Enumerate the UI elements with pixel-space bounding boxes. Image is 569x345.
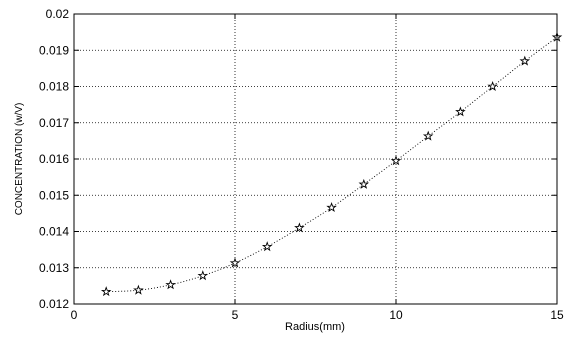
star-marker xyxy=(326,202,337,213)
star-marker xyxy=(390,155,402,166)
star-marker xyxy=(229,257,241,268)
x-tick-label: 10 xyxy=(389,308,403,322)
x-tick-label: 5 xyxy=(232,308,239,322)
y-tick-label: 0.018 xyxy=(39,80,69,94)
y-tick-label: 0.015 xyxy=(39,188,69,202)
y-tick-label: 0.013 xyxy=(39,261,69,275)
marker-group xyxy=(100,31,563,297)
y-tick-labels: 0.012 0.013 0.014 0.015 0.016 0.017 0.018 0.019… xyxy=(39,7,69,311)
y-tick-label: 0.014 xyxy=(39,225,69,239)
star-marker xyxy=(165,279,176,290)
star-marker xyxy=(261,241,273,252)
y-tick-label: 0.019 xyxy=(39,43,69,57)
y-tick-label: 0.016 xyxy=(39,152,69,166)
x-axis-label: Radius(mm) xyxy=(285,321,345,333)
y-tick-label: 0.012 xyxy=(39,297,69,311)
y-tick-label: 0.02 xyxy=(46,7,70,21)
x-tick-label: 0 xyxy=(71,308,78,322)
star-marker xyxy=(133,284,144,295)
star-marker xyxy=(487,80,498,91)
star-marker xyxy=(422,130,434,141)
x-tick-label: 15 xyxy=(550,308,564,322)
y-tick-label: 0.017 xyxy=(39,116,69,130)
star-marker xyxy=(197,270,209,281)
star-marker xyxy=(455,106,466,117)
star-marker xyxy=(358,178,370,189)
star-marker xyxy=(294,222,305,233)
star-marker xyxy=(519,55,531,66)
axis-ticks xyxy=(73,13,558,305)
star-marker xyxy=(100,286,112,297)
y-axis-label: CONCENTRATION (w/V) xyxy=(14,103,25,216)
x-tick-labels: 0 5 10 15 xyxy=(71,308,564,322)
